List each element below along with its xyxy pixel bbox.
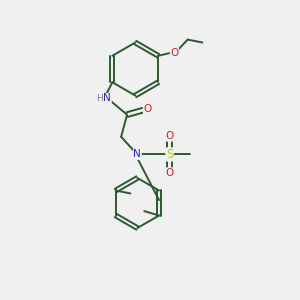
Text: O: O [143, 104, 152, 114]
Text: N: N [134, 149, 141, 159]
Text: S: S [166, 148, 173, 161]
Text: O: O [170, 48, 178, 58]
Text: O: O [166, 168, 174, 178]
Text: O: O [166, 131, 174, 141]
Text: N: N [103, 94, 111, 103]
Text: H: H [96, 94, 103, 103]
